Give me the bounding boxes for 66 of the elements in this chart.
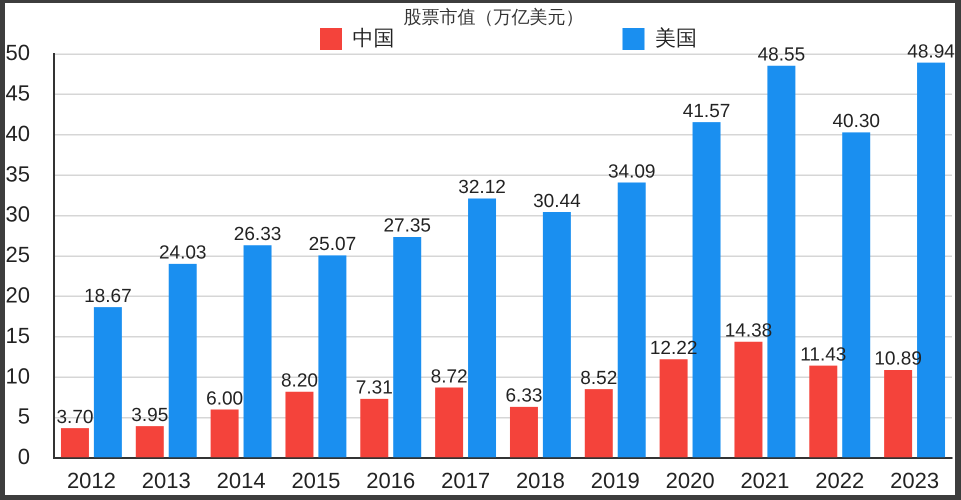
data-label: 48.55	[758, 44, 806, 66]
data-label: 18.67	[84, 286, 132, 307]
data-label: 7.31	[356, 378, 393, 399]
x-tick-label: 2019	[590, 468, 640, 494]
data-label: 25.07	[308, 234, 356, 256]
y-tick-label: 50	[6, 40, 30, 66]
bar	[94, 307, 122, 458]
data-label: 26.33	[234, 224, 282, 245]
x-tick-label: 2020	[666, 468, 715, 494]
bar	[809, 366, 838, 458]
y-tick-label: 25	[6, 242, 30, 268]
data-label: 32.12	[458, 177, 506, 198]
x-tick-label: 2014	[216, 468, 266, 494]
data-label: 8.52	[580, 368, 618, 389]
data-label: 34.09	[608, 161, 656, 182]
bar	[210, 410, 239, 458]
data-label: 8.20	[280, 370, 318, 392]
x-tick-label: 2023	[890, 468, 940, 494]
x-tick-label: 2015	[291, 468, 340, 494]
legend-label: 美国	[655, 26, 697, 50]
data-label: 3.95	[131, 404, 168, 426]
bar	[584, 389, 613, 458]
data-label: 24.03	[158, 242, 206, 264]
data-label: 8.72	[430, 366, 468, 388]
y-tick-label: 10	[6, 363, 30, 388]
data-label: 40.30	[832, 111, 880, 132]
y-tick-label: 40	[6, 120, 30, 146]
bar	[285, 392, 314, 458]
bar	[360, 398, 388, 458]
x-tick-label: 2018	[516, 468, 565, 494]
y-tick-label: 5	[18, 404, 30, 429]
chart-title: 股票市值（万亿美元）	[404, 6, 584, 27]
bar	[60, 428, 89, 458]
data-label: 6.00	[206, 388, 244, 410]
x-tick-label: 2021	[740, 468, 790, 494]
bar	[468, 198, 496, 458]
legend-label: 中国	[352, 26, 394, 50]
x-tick-label: 2016	[366, 468, 416, 494]
bar	[510, 406, 538, 458]
y-tick-label: 20	[6, 282, 30, 308]
y-tick-label: 15	[6, 322, 30, 348]
data-label: 3.70	[56, 406, 94, 428]
x-tick-label: 2017	[441, 468, 490, 494]
bar	[244, 245, 272, 458]
bar	[618, 182, 646, 458]
bar	[660, 359, 688, 458]
bar	[884, 370, 912, 458]
bar	[318, 255, 346, 458]
y-tick-label: 0	[18, 444, 30, 470]
data-label: 41.57	[682, 100, 730, 122]
data-label: 27.35	[383, 216, 431, 237]
y-tick-label: 45	[6, 80, 30, 106]
data-label: 30.44	[533, 190, 582, 212]
bar	[734, 342, 762, 458]
x-tick-label: 2012	[66, 468, 116, 494]
x-tick-label: 2013	[142, 468, 191, 494]
x-tick-label: 2022	[815, 468, 864, 494]
data-label: 6.33	[505, 386, 542, 407]
y-tick-label: 30	[6, 202, 30, 227]
bar	[542, 212, 571, 458]
y-tick-label: 35	[6, 161, 30, 186]
bar	[136, 426, 164, 458]
bar	[435, 388, 464, 458]
bar	[393, 237, 422, 458]
bar	[168, 264, 197, 458]
data-label: 48.94	[907, 41, 956, 62]
